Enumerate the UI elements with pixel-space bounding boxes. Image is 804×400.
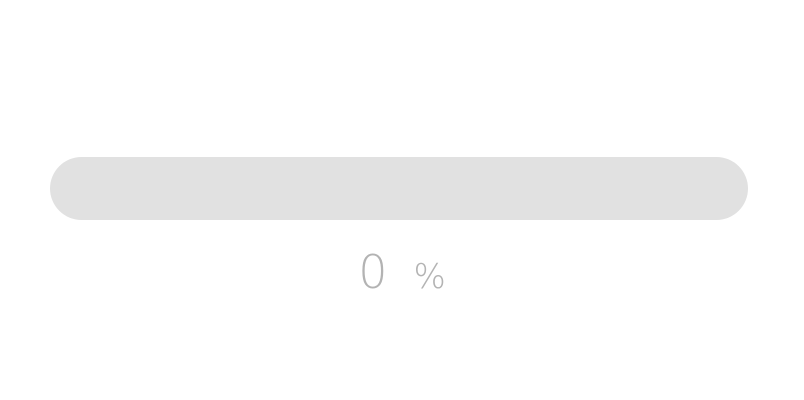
progress-readout: 0%: [0, 244, 804, 305]
progress-percent-unit: %: [413, 257, 446, 297]
progress-bar: [50, 157, 748, 220]
progress-percent-value: 0: [358, 245, 388, 299]
